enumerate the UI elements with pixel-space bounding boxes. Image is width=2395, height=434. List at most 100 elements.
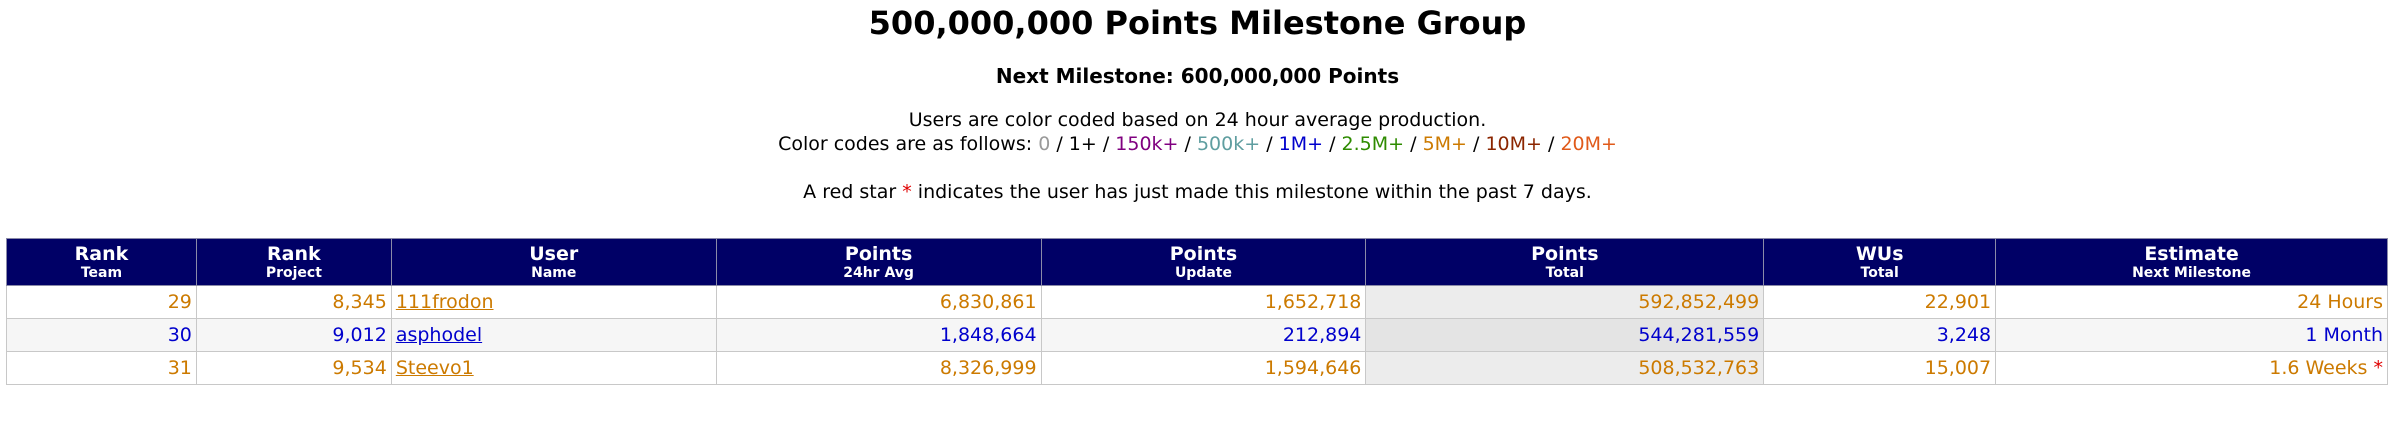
points-update-cell: 212,894 xyxy=(1040,318,1367,352)
table-row: 29 8,345 111frodon 6,830,861 1,652,718 592,85… xyxy=(6,285,2388,319)
legend-separator: / xyxy=(1050,133,1069,155)
user-link[interactable]: asphodel xyxy=(395,324,483,346)
legend-separator: / xyxy=(1466,133,1486,155)
column-header-subtitle: Update xyxy=(1174,265,1232,281)
rank-team-cell: 31 xyxy=(6,351,197,385)
table-body: 29 8,345 111frodon 6,830,861 1,652,718 592,85… xyxy=(6,285,2388,385)
estimate-value: 1 Month xyxy=(2305,324,2383,346)
points-total-value: 544,281,559 xyxy=(1638,324,1760,346)
wus-total-value: 15,007 xyxy=(1924,357,1992,379)
rank-team-value: 29 xyxy=(167,291,192,313)
rank-project-value: 9,012 xyxy=(332,324,387,346)
points-24hr-avg-cell: 6,830,861 xyxy=(715,285,1042,319)
column-header-title: Points xyxy=(1169,243,1238,265)
wus-total-cell: 15,007 xyxy=(1763,351,1997,385)
legend-item: 1+ xyxy=(1068,133,1097,155)
column-header-title: User xyxy=(529,243,579,265)
color-legend: Color codes are as follows: 0 / 1+ / 150… xyxy=(0,132,2395,156)
points-24hr-avg-cell: 8,326,999 xyxy=(715,351,1042,385)
column-header[interactable]: User Name xyxy=(390,238,717,286)
rank-team-value: 30 xyxy=(167,324,192,346)
legend-separator: / xyxy=(1541,133,1561,155)
wus-total-cell: 22,901 xyxy=(1763,285,1997,319)
user-name-cell[interactable]: 111frodon xyxy=(390,285,717,319)
column-header[interactable]: Points Total xyxy=(1365,238,1765,286)
column-header-title: Points xyxy=(1531,243,1599,265)
legend-item: 2.5M+ xyxy=(1341,133,1405,155)
table-header-row: Rank Team Rank Project User Name Points 24hr Av… xyxy=(6,238,2388,286)
column-header[interactable]: Rank Project xyxy=(195,238,392,286)
wus-total-cell: 3,248 xyxy=(1763,318,1997,352)
rank-project-value: 9,534 xyxy=(332,357,387,379)
table-row: 31 9,534 Steevo1 8,326,999 1,594,646 508,532,… xyxy=(6,351,2388,385)
red-star-icon: * xyxy=(902,181,912,203)
column-header-subtitle: Next Milestone xyxy=(2132,265,2252,281)
column-header-subtitle: Total xyxy=(1545,265,1584,281)
color-codes-intro: Color codes are as follows: xyxy=(778,133,1033,155)
wus-total-value: 22,901 xyxy=(1924,291,1992,313)
points-update-value: 1,652,718 xyxy=(1264,291,1362,313)
legend-item: 150k+ xyxy=(1115,133,1179,155)
estimate-cell: 1.6 Weeks * xyxy=(1995,351,2388,385)
star-note-before: A red star xyxy=(803,181,897,203)
column-header-title: Rank xyxy=(267,243,321,265)
points-total-cell: 508,532,763 xyxy=(1365,351,1765,385)
column-header-subtitle: Team xyxy=(80,265,123,281)
legend-separator: / xyxy=(1260,133,1279,155)
legend-item: 5M+ xyxy=(1422,133,1467,155)
legend-item: 20M+ xyxy=(1560,133,1617,155)
column-header[interactable]: Estimate Next Milestone xyxy=(1995,238,2388,286)
legend-separator: / xyxy=(1404,133,1423,155)
legend-item: 0 xyxy=(1038,133,1051,155)
page-title: 500,000,000 Points Milestone Group xyxy=(868,4,1527,42)
column-header-title: Points xyxy=(844,243,913,265)
points-24hr-avg-cell: 1,848,664 xyxy=(715,318,1042,352)
column-header-subtitle: Total xyxy=(1860,265,1899,281)
legend-separator: / xyxy=(1323,133,1342,155)
user-link[interactable]: 111frodon xyxy=(395,291,494,313)
rank-project-value: 8,345 xyxy=(332,291,387,313)
points-24hr-avg-value: 1,848,664 xyxy=(939,324,1037,346)
estimate-value: 24 Hours xyxy=(2297,291,2383,313)
column-header-subtitle: Name xyxy=(531,265,577,281)
star-note: A red star * indicates the user has just… xyxy=(0,180,2395,204)
points-total-value: 592,852,499 xyxy=(1638,291,1760,313)
next-milestone: Next Milestone: 600,000,000 Points xyxy=(995,64,1400,88)
user-name-cell[interactable]: asphodel xyxy=(390,318,717,352)
rank-team-value: 31 xyxy=(167,357,192,379)
legend-separator: / xyxy=(1178,133,1197,155)
milestone-table: Rank Team Rank Project User Name Points 24hr Av… xyxy=(6,238,2388,385)
legend-separator: / xyxy=(1096,133,1116,155)
star-note-after: indicates the user has just made this mi… xyxy=(917,181,1592,203)
points-total-value: 508,532,763 xyxy=(1638,357,1760,379)
points-total-cell: 592,852,499 xyxy=(1365,285,1765,319)
legend-items: 0 / 1+ / 150k+ / 500k+ / 1M+ / 2.5M+ / 5… xyxy=(1038,133,1617,155)
points-update-cell: 1,594,646 xyxy=(1040,351,1367,385)
column-header-title: WUs xyxy=(1855,243,1904,265)
table-row: 30 9,012 asphodel 1,848,664 212,894 544,281,5… xyxy=(6,318,2388,352)
column-header-title: Estimate xyxy=(2144,243,2239,265)
points-24hr-avg-value: 8,326,999 xyxy=(939,357,1037,379)
rank-project-cell: 9,534 xyxy=(195,351,392,385)
legend-item: 1M+ xyxy=(1278,133,1324,155)
column-header[interactable]: Points Update xyxy=(1040,238,1367,286)
points-24hr-avg-value: 6,830,861 xyxy=(939,291,1037,313)
column-header[interactable]: Points 24hr Avg xyxy=(715,238,1042,286)
wus-total-value: 3,248 xyxy=(1936,324,1992,346)
points-update-value: 1,594,646 xyxy=(1264,357,1362,379)
estimate-cell: 1 Month xyxy=(1995,318,2388,352)
user-link[interactable]: Steevo1 xyxy=(395,357,474,379)
column-header[interactable]: WUs Total xyxy=(1763,238,1997,286)
column-header[interactable]: Rank Team xyxy=(6,238,197,286)
page: 500,000,000 Points Milestone Group Next … xyxy=(0,4,2395,385)
user-name-cell[interactable]: Steevo1 xyxy=(390,351,717,385)
new-milestone-star-icon: * xyxy=(2367,357,2383,379)
points-total-cell: 544,281,559 xyxy=(1365,318,1765,352)
rank-team-cell: 30 xyxy=(6,318,197,352)
estimate-value: 1.6 Weeks xyxy=(2269,357,2368,379)
estimate-cell: 24 Hours xyxy=(1995,285,2388,319)
legend-item: 500k+ xyxy=(1196,133,1261,155)
rank-project-cell: 8,345 xyxy=(195,285,392,319)
rank-team-cell: 29 xyxy=(6,285,197,319)
column-header-subtitle: Project xyxy=(265,265,322,281)
